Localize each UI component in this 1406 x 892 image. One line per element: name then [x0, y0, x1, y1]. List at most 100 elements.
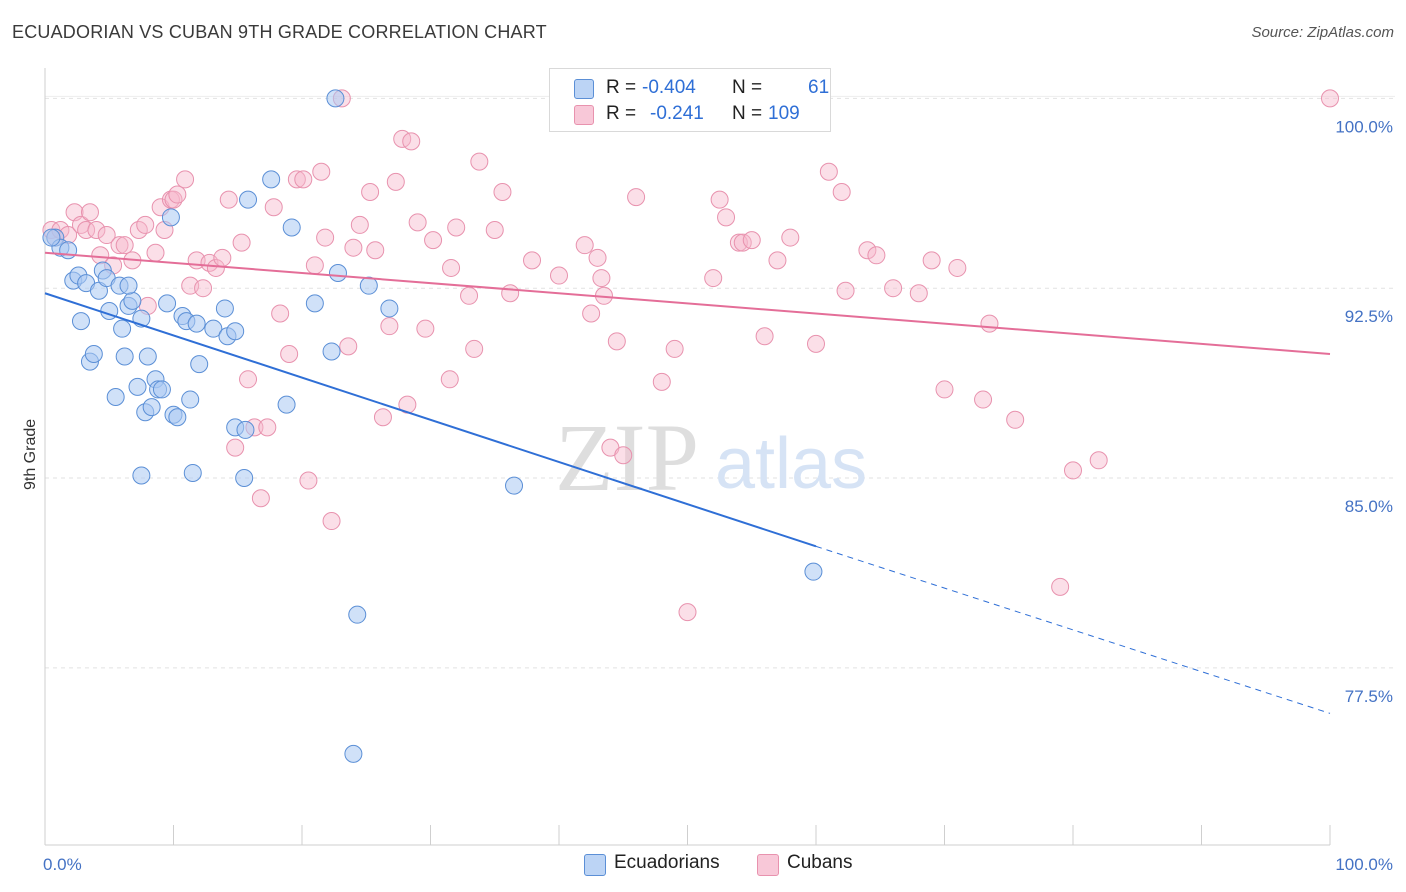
y-tick-labels: 100.0% 92.5% 85.0% 77.5%: [1335, 117, 1393, 705]
cubans-point: [884, 279, 903, 298]
ecuadorians-point: [322, 342, 341, 361]
y-tick-label: 77.5%: [1345, 687, 1393, 706]
y-tick-label: 92.5%: [1345, 307, 1393, 326]
cubans-point: [339, 337, 358, 356]
cubans-point: [239, 370, 258, 389]
cubans-point: [909, 284, 928, 303]
cubans-point: [836, 281, 855, 300]
ecuadorians-point: [123, 291, 142, 310]
cubans-point: [501, 284, 520, 303]
legend-swatch-pink: [574, 105, 594, 125]
legend-r-label: R =: [606, 103, 637, 124]
cubans-point: [652, 372, 671, 391]
chart-title: ECUADORIAN VS CUBAN 9TH GRADE CORRELATIO…: [12, 22, 547, 42]
ecuadorians-point: [305, 294, 324, 313]
cubans-point: [115, 236, 134, 255]
cubans-point: [935, 380, 954, 399]
cubans-point: [948, 258, 967, 277]
cubans-point: [232, 233, 251, 252]
cubans-point: [704, 269, 723, 288]
ecuadorians-point: [226, 322, 245, 341]
cubans-point: [665, 339, 684, 358]
legend-r-value: -0.404: [642, 77, 696, 98]
ecuadorians-point: [71, 312, 90, 331]
ecuadorians-point: [282, 218, 301, 237]
cubans-point: [922, 251, 941, 270]
y-axis-label: 9th Grade: [22, 419, 39, 490]
cubans-point: [627, 188, 646, 207]
y-tick-label: 85.0%: [1345, 497, 1393, 516]
cubans-point: [226, 438, 245, 457]
cubans-point: [980, 314, 999, 333]
cubans-point: [373, 408, 392, 427]
source-label: Source: ZipAtlas.com: [1251, 24, 1394, 41]
cubans-point: [710, 190, 729, 209]
cubans-point: [316, 228, 335, 247]
cubans-point: [465, 339, 484, 358]
cubans-point: [442, 258, 461, 277]
ecuadorians-point: [236, 420, 255, 439]
legend-r-label: R =: [606, 77, 637, 98]
cubans-point: [299, 471, 318, 490]
cubans-point: [460, 286, 479, 305]
axes: [44, 68, 1331, 846]
cubans-point: [361, 183, 380, 202]
cubans-point: [350, 215, 369, 234]
cubans-point: [206, 258, 225, 277]
cubans-point: [1321, 89, 1339, 108]
cubans-point: [1064, 461, 1082, 480]
legend-n-value: 61: [808, 77, 830, 98]
ecuadorians-point: [132, 466, 151, 485]
ecuadorians-point: [277, 395, 296, 414]
ecuadorians-point: [359, 276, 378, 295]
ecuadorians-point: [235, 469, 254, 488]
ecuadorians-point: [158, 294, 177, 313]
cubans-point: [858, 241, 877, 260]
cubans-point: [402, 132, 421, 151]
cubans-point: [819, 162, 838, 181]
cubans-point: [386, 172, 405, 191]
ecuadorians-point: [804, 562, 823, 581]
cubans-point: [807, 334, 825, 353]
cubans-point: [344, 238, 363, 257]
cubans-point: [768, 251, 787, 270]
cubans-point: [87, 220, 106, 239]
cubans-point: [614, 446, 633, 465]
cubans-point: [974, 390, 993, 409]
cubans-point: [588, 248, 607, 267]
cubans-point: [312, 162, 331, 181]
cubans-point: [366, 241, 385, 260]
ecuadorians-point: [106, 388, 125, 407]
ecuadorians-point: [84, 344, 103, 363]
cubans-point: [176, 170, 195, 189]
ecuadorians-point: [113, 319, 132, 338]
cubans-point: [416, 319, 435, 338]
cubans-point: [678, 603, 697, 622]
ecuadorians-point: [187, 314, 206, 333]
cubans-point: [867, 246, 886, 265]
ecuadorians-point: [239, 190, 258, 209]
ecuadorians-point: [380, 299, 399, 318]
ecuadorians-points: [42, 89, 823, 763]
cubans-point: [322, 512, 341, 531]
ecuadorians-point: [115, 347, 134, 366]
cubans-point: [592, 269, 611, 288]
ecuadorians-trend-line: [44, 292, 817, 548]
cubans-point: [264, 198, 283, 217]
stats-legend: R = -0.404 N = 61 R = -0.241 N = 109: [549, 68, 831, 132]
cubans-points: [42, 89, 1339, 622]
cubans-trend-line: [44, 251, 1331, 355]
cubans-point: [213, 248, 232, 267]
cubans-point: [424, 231, 443, 250]
legend-n-label: N =: [732, 103, 763, 124]
watermark-atlas: atlas: [715, 424, 867, 504]
legend-r-value: -0.241: [650, 103, 704, 124]
y-tick-label: 100.0%: [1335, 117, 1393, 136]
watermark-zip: ZIP: [555, 404, 699, 511]
cubans-point: [493, 183, 512, 202]
cubans-point: [550, 266, 568, 285]
cubans-point: [258, 418, 277, 437]
cubans-point: [1006, 410, 1025, 429]
cubans-point: [77, 220, 96, 239]
cubans-point: [470, 152, 489, 171]
